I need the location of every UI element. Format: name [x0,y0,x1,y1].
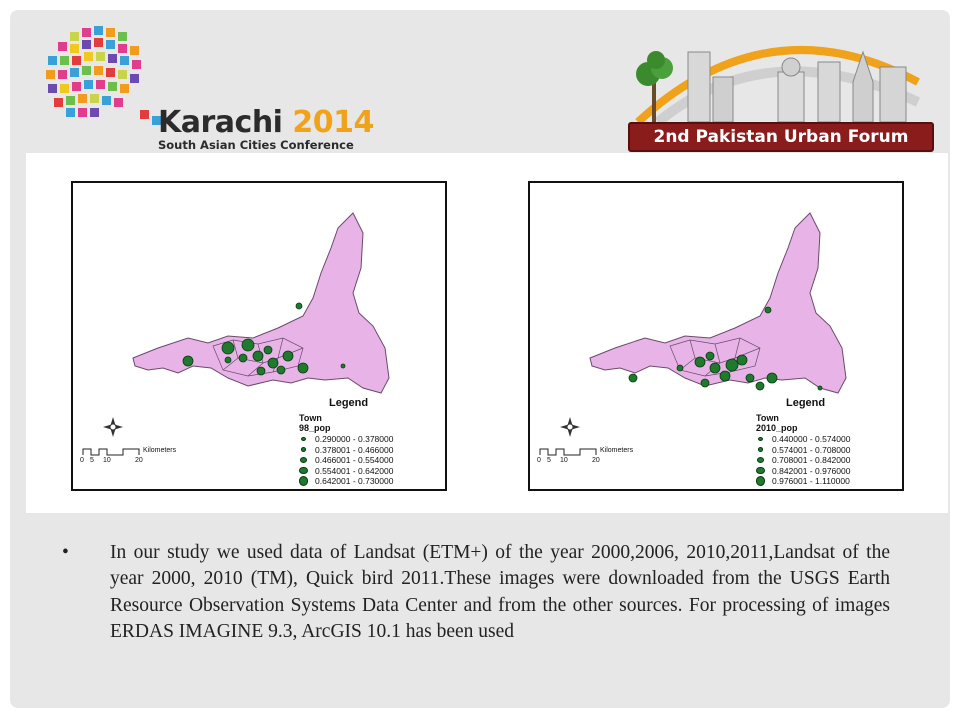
legend-symbol [299,456,308,464]
legend-symbol [756,456,765,464]
population-symbol [764,306,772,314]
scale-tick-label: 5 [547,457,551,464]
scale-tick-label: 0 [537,457,541,464]
district-map-svg [539,212,847,456]
legend-class-label: 0.378001 - 0.466000 [315,444,394,455]
slide: Karachi 2014 South Asian Cities Conferen… [10,10,950,708]
legend-symbol [756,476,765,486]
legend-class-row: 0.440000 - 0.574000 [756,434,850,444]
population-symbol [182,355,194,367]
scale-bar [82,448,140,456]
legend-class-label: 0.466001 - 0.554000 [315,455,394,465]
legend-class-row: 0.976001 - 1.110000 [756,476,850,486]
population-symbol [252,350,264,362]
population-symbol [267,357,279,369]
population-symbol [241,338,255,352]
population-symbol [282,350,294,362]
population-symbol [224,356,232,364]
scale-bar [539,448,597,456]
population-symbol [745,373,755,383]
logo-title: Karachi 2014 [158,105,374,140]
bullet-text: In our study we used data of Landsat (ET… [110,542,890,643]
population-symbol [276,365,286,375]
town-boundary [669,337,761,377]
scale-tick-label: 20 [592,457,600,464]
population-symbol [725,358,739,372]
legend-class-label: 0.290000 - 0.378000 [315,434,394,444]
scale-tick-label: 10 [103,457,111,464]
district-boundary [589,212,847,394]
legend-class-label: 0.842001 - 0.976000 [772,465,851,476]
scale-tick-label: 10 [560,457,568,464]
legend-symbol [299,476,308,486]
scale-tick-label: 0 [80,457,84,464]
legend-symbol [756,466,765,475]
bullet-icon: • [62,542,69,563]
map-1998-population: 0 5 10 20 Kilometers Legend Town 98_pop 0.290000… [71,181,447,491]
legend-title: Legend [329,397,369,409]
legend-symbol [301,437,306,441]
karachi-mosaic-logo-icon [46,26,161,125]
compass-rose-icon [560,417,580,437]
urban-forum-banner: 2nd Pakistan Urban Forum [628,122,934,152]
legend-symbol [300,447,307,452]
legend-class-label: 0.554001 - 0.642000 [315,465,394,476]
scale-unit-label: Kilometers [143,447,177,454]
legend-symbol [299,466,308,475]
population-symbol [340,363,346,369]
logo-subtitle: South Asian Cities Conference [158,138,354,152]
legend-field-name: 2010_pop [756,423,798,433]
legend-class-label: 0.574001 - 0.708000 [772,444,851,455]
compass-rose-icon [103,417,123,437]
population-symbol [295,302,303,310]
population-symbol [709,362,721,374]
population-symbol [755,381,765,391]
scale-tick-label: 5 [90,457,94,464]
legend-class-label: 0.440000 - 0.574000 [772,434,851,444]
population-symbol [694,356,706,368]
legend-class-row: 0.466001 - 0.554000 [299,455,393,465]
district-boundary [132,212,390,394]
population-symbol [705,351,715,361]
population-symbol [263,345,273,355]
legend-class-label: 0.976001 - 1.110000 [772,476,850,486]
population-symbol [700,378,710,388]
legend-class-row: 0.842001 - 0.976000 [756,466,850,476]
bullet-paragraph: • In our study we used data of Landsat (… [62,540,890,646]
legend-class-row: 0.378001 - 0.466000 [299,445,393,455]
population-symbol [676,364,684,372]
population-symbol [736,354,748,366]
legend-class-row: 0.708001 - 0.842000 [756,455,850,465]
map-2010-population: 0 5 10 20 Kilometers Legend Town 2010_pop 0.4400… [528,181,904,491]
district-map-svg [82,212,390,456]
population-symbol [221,341,235,355]
legend-class-row: 0.574001 - 0.708000 [756,445,850,455]
legend-class-row: 0.642001 - 0.730000 [299,476,393,486]
legend-class-label: 0.642001 - 0.730000 [315,476,394,486]
maps-panel: 0 5 10 20 Kilometers Legend Town 98_pop 0.290000… [26,153,948,513]
legend-symbol [758,437,763,441]
scale-tick-label: 20 [135,457,143,464]
scale-unit-label: Kilometers [600,447,634,454]
population-symbol [238,353,248,363]
population-symbol [817,385,823,391]
population-symbol [628,373,638,383]
legend-symbol [757,447,764,452]
legend-class-row: 0.554001 - 0.642000 [299,466,393,476]
population-symbol [256,366,266,376]
legend-title: Legend [786,397,826,409]
population-symbol [719,370,731,382]
population-symbol [766,372,778,384]
legend-class-label: 0.708001 - 0.842000 [772,455,851,465]
legend-layer-name: Town [299,413,322,423]
legend-layer-name: Town [756,413,779,423]
population-symbol [297,362,309,374]
legend-class-row: 0.290000 - 0.378000 [299,434,393,444]
legend-field-name: 98_pop [299,423,331,433]
